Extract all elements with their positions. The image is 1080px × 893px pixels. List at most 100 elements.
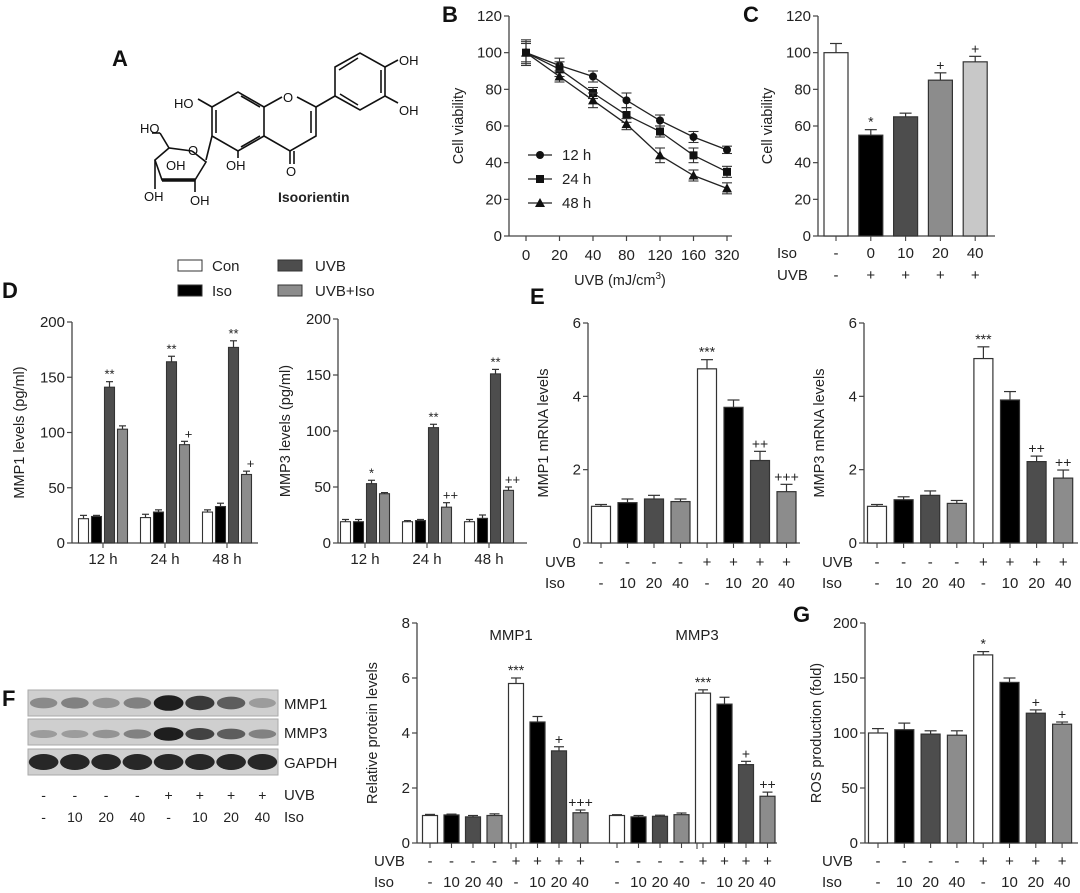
legend-label-con: Con [212,258,240,275]
x-tick-label: 12 h [350,551,379,568]
condition-label: + [699,853,708,870]
significance-marker: *** [975,331,992,347]
significance-marker: *** [695,674,712,690]
legend-swatch-con [177,259,203,272]
y-tick-label: 4 [402,725,410,742]
data-point [723,167,731,176]
significance-marker: ** [428,409,438,424]
condition-label: + [1059,554,1068,571]
data-point [555,65,564,74]
condition-label: - [73,787,78,803]
condition-label: + [533,853,542,870]
ring-c-bond [263,96,283,108]
blot-band [216,696,246,710]
bar [867,732,889,844]
condition-label: + [979,554,988,571]
bar [716,703,733,844]
data-point [554,71,565,81]
condition-label: 40 [967,245,984,262]
blot-band [185,695,215,711]
condition-label: - [471,853,476,870]
y-tick-label: 150 [306,367,331,384]
row-label-iso: Iso [374,874,394,891]
condition-label: + [1032,554,1041,571]
condition-label: - [981,874,986,891]
bar [962,61,988,237]
condition-label: - [428,874,433,891]
condition-label: - [876,874,881,891]
bar [723,406,744,544]
bar [1053,477,1074,544]
condition-label: - [615,874,620,891]
blot-band [153,695,184,711]
data-point [521,47,531,57]
condition-label: - [104,787,109,803]
condition-label: - [875,575,880,592]
x-tick-label: 24 h [150,551,179,568]
condition-label: - [428,853,433,870]
oh-label: OH [144,189,164,204]
bar [892,116,919,237]
data-point [688,170,699,180]
bar [759,795,776,844]
condition-label: 40 [572,874,589,891]
bar-con [201,511,214,544]
y-axis-label: Relative protein levels [365,662,381,804]
condition-label: - [615,853,620,870]
bar [894,729,915,844]
bar [973,654,994,844]
significance-marker: + [555,731,563,747]
bar-con [139,517,152,544]
condition-label: 10 [192,809,208,825]
condition-label: 40 [255,809,271,825]
data-point [622,111,631,119]
bar-uvb-iso [178,444,191,544]
bar [464,816,482,844]
condition-label: + [1031,853,1040,870]
condition-label: 40 [778,575,795,592]
condition-label: 20 [652,874,669,891]
y-axis-label: Cell viability [760,87,776,164]
y-axis-label: MMP1 mRNA levels [536,369,552,498]
condition-label: - [41,809,46,825]
condition-label: - [902,853,907,870]
condition-label: 40 [1055,575,1072,592]
condition-label: - [135,787,140,803]
y-tick-label: 6 [849,315,857,332]
blot-band [122,754,153,770]
condition-label: + [196,787,204,803]
legend-label: 12 h [562,147,591,164]
blot-band [247,754,278,770]
y-tick-label: 2 [849,462,857,479]
condition-label: + [703,554,712,571]
y-tick-label: 4 [573,388,581,405]
blot-band [29,697,58,709]
y-tick-label: 50 [48,480,65,497]
y-tick-label: 100 [786,45,811,62]
blot-row-label: MMP3 [284,725,327,742]
legend-label-iso: Iso [212,283,232,300]
y-tick-label: 2 [402,780,410,797]
row-label-uvb: UVB [545,554,576,571]
condition-label: + [729,554,738,571]
blot-band [28,754,59,770]
y-tick-label: 0 [849,535,857,552]
condition-label: - [599,554,604,571]
y-tick-label: 60 [794,118,811,135]
y-tick-label: 150 [40,369,65,386]
y-tick-label: 50 [314,479,331,496]
blot-row-label: MMP1 [284,696,327,713]
bar [920,733,941,844]
y-tick-label: 100 [477,45,502,62]
ring-oxygen-label: O [283,90,293,105]
carbonyl-oxygen-label: O [286,164,296,179]
row-label-iso: Iso [284,809,304,826]
bar-uvb [103,386,116,544]
blot-band [61,697,89,709]
condition-label: + [1058,853,1067,870]
bar-uvb-iso [116,428,129,544]
bar [617,502,638,544]
